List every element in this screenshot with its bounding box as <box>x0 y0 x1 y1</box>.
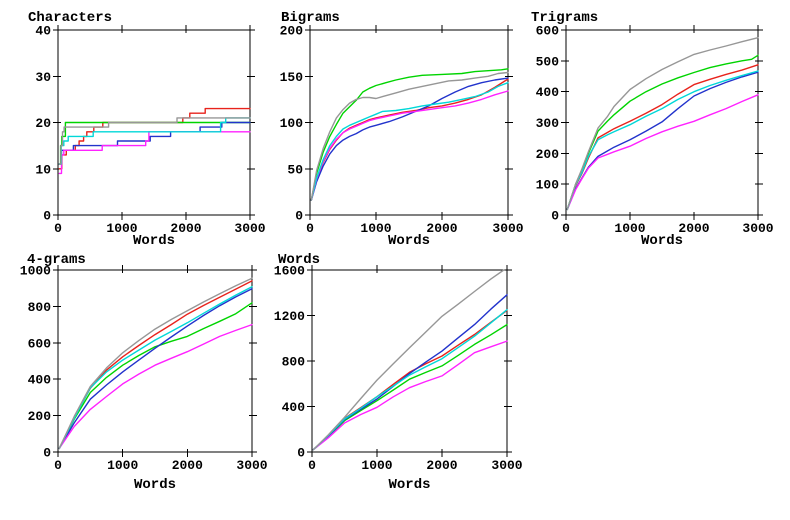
y-tick-label: 0 <box>43 446 51 461</box>
x-tick-label: 0 <box>54 221 62 236</box>
x-tick-label: 3000 <box>236 458 267 473</box>
x-tick-label: 1000 <box>106 221 137 236</box>
y-tick-label: 0 <box>297 446 305 461</box>
x-tick-label: 2000 <box>426 458 457 473</box>
series-magenta-line <box>58 131 251 175</box>
series-gray-line <box>58 117 251 165</box>
series-blue-line <box>310 77 509 201</box>
chart-fourgrams-xlabel: Words <box>133 477 176 493</box>
series-cyan-line <box>566 70 759 211</box>
x-tick-label: 0 <box>562 221 570 236</box>
y-tick-label: 40 <box>35 24 51 39</box>
series-green-line <box>310 68 509 201</box>
series-cyan-line <box>58 286 253 450</box>
series-magenta-line <box>312 340 508 451</box>
series-green-line <box>58 302 253 450</box>
chart-words: 0 1000 2000 3000 0 400 800 1200 1600 <box>274 264 523 474</box>
y-tick-label: 200 <box>280 24 304 39</box>
chart-trigrams-title: Trigrams <box>531 10 599 26</box>
chart-characters-title: Characters <box>28 10 113 26</box>
series-blue-line <box>58 288 253 450</box>
series-green-line <box>58 121 251 165</box>
chart-words-title: Words <box>278 252 321 268</box>
series-gray-line <box>58 277 253 450</box>
chart-words-xlabel: Words <box>388 477 431 493</box>
y-tick-label: 400 <box>282 400 306 415</box>
y-tick-label: 600 <box>536 24 560 39</box>
x-tick-label: 2000 <box>170 221 201 236</box>
plot-border <box>309 29 509 216</box>
y-tick-label: 150 <box>280 70 304 85</box>
series-gray-line <box>566 37 759 211</box>
y-tick-label: 1000 <box>20 264 51 279</box>
y-tick-label: 0 <box>43 209 51 224</box>
y-tick-label: 50 <box>287 162 303 177</box>
y-tick-label: 400 <box>28 373 52 388</box>
x-tick-label: 0 <box>308 458 316 473</box>
series-gray-line <box>312 269 505 451</box>
x-tick-label: 3000 <box>492 221 523 236</box>
chart-characters: 0 1000 2000 3000 0 10 20 30 40 <box>35 24 265 237</box>
y-tick-label: 0 <box>295 209 303 224</box>
y-tick-label: 600 <box>28 336 52 351</box>
x-tick-label: 1000 <box>107 458 138 473</box>
x-tick-label: 1000 <box>361 458 392 473</box>
y-tick-label: 800 <box>28 300 52 315</box>
y-tick-label: 300 <box>536 116 560 131</box>
x-tick-label: 1000 <box>614 221 645 236</box>
chart-characters-xlabel: Words <box>132 233 175 249</box>
chart-bigrams: 0 1000 2000 3000 0 50 100 150 200 <box>280 24 524 237</box>
chart-fourgrams: 0 1000 2000 3000 0 200 400 600 800 1000 <box>20 264 268 474</box>
series-blue-line <box>58 121 251 165</box>
x-tick-label: 0 <box>54 458 62 473</box>
x-tick-label: 1000 <box>360 221 391 236</box>
x-tick-label: 0 <box>306 221 314 236</box>
series-red-line <box>312 309 508 451</box>
x-tick-label: 2000 <box>426 221 457 236</box>
series-magenta-line <box>566 94 759 211</box>
plot-border <box>57 269 253 453</box>
series-red-line <box>58 107 251 170</box>
y-tick-label: 10 <box>35 162 51 177</box>
series-red-line <box>310 78 509 201</box>
x-tick-label: 3000 <box>742 221 773 236</box>
y-tick-label: 20 <box>35 116 51 131</box>
x-tick-label: 3000 <box>491 458 522 473</box>
chart-bigrams-xlabel: Words <box>387 233 430 249</box>
series-cyan-line <box>312 309 508 451</box>
y-tick-label: 400 <box>536 85 560 100</box>
y-tick-label: 100 <box>280 116 304 131</box>
x-tick-label: 2000 <box>172 458 203 473</box>
series-magenta-line <box>58 323 253 450</box>
series-gray-line <box>310 71 509 201</box>
y-tick-label: 0 <box>551 209 559 224</box>
chart-trigrams: 0 1000 2000 3000 0 100 200 300 400 500 600 <box>536 24 774 237</box>
chart-fourgrams-title: 4-grams <box>27 252 86 268</box>
y-tick-label: 200 <box>536 147 560 162</box>
series-magenta-line <box>310 90 509 201</box>
y-tick-label: 1200 <box>274 309 305 324</box>
x-tick-label: 3000 <box>234 221 265 236</box>
y-tick-label: 800 <box>282 355 306 370</box>
chart-trigrams-xlabel: Words <box>640 233 683 249</box>
x-tick-label: 2000 <box>678 221 709 236</box>
y-tick-label: 200 <box>28 409 52 424</box>
y-tick-label: 1600 <box>274 264 305 279</box>
y-tick-label: 100 <box>536 178 560 193</box>
chart-bigrams-title: Bigrams <box>281 10 340 26</box>
series-green-line <box>312 323 508 451</box>
y-tick-label: 500 <box>536 54 560 69</box>
y-tick-label: 30 <box>35 70 51 85</box>
series-cyan-line <box>310 82 509 201</box>
